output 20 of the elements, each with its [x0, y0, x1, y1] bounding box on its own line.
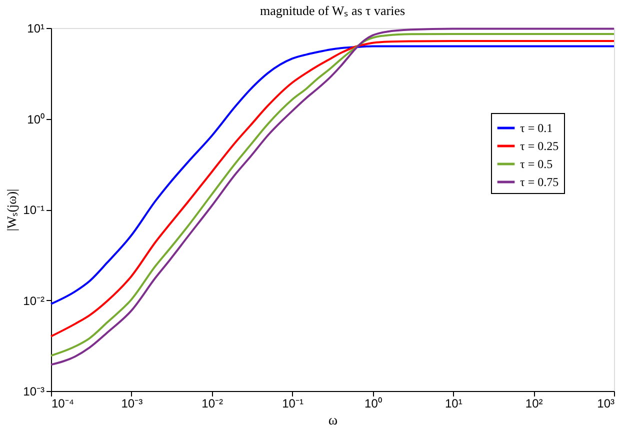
- x-tick-label: 10⁻²: [202, 396, 224, 410]
- y-tick-label: 10⁻³: [23, 384, 45, 398]
- y-tick-label: 10⁰: [27, 112, 44, 126]
- y-tick-label: 10⁻²: [23, 294, 45, 308]
- legend-label: τ = 0.5: [520, 157, 553, 171]
- legend-label: τ = 0.25: [520, 139, 559, 153]
- y-axis-title: |Wₛ(jω)|: [4, 188, 20, 232]
- x-tick-label: 10⁻⁴: [52, 396, 74, 410]
- chart-title: magnitude of Wₛ as τ varies: [260, 3, 406, 18]
- x-axis-title: ω: [328, 414, 338, 428]
- x-tick-label: 10⁻¹: [282, 396, 304, 410]
- x-tick-label: 10⁰: [364, 396, 382, 410]
- legend-label: τ = 0.75: [520, 175, 559, 189]
- x-tick-label: 10³: [597, 396, 615, 410]
- y-tick-label: 10¹: [27, 22, 45, 36]
- x-tick-label: 10²: [525, 396, 543, 410]
- x-tick-label: 10¹: [444, 396, 462, 410]
- y-tick-label: 10⁻¹: [23, 203, 45, 217]
- x-tick-label: 10⁻³: [121, 396, 143, 410]
- legend-label: τ = 0.1: [520, 121, 553, 135]
